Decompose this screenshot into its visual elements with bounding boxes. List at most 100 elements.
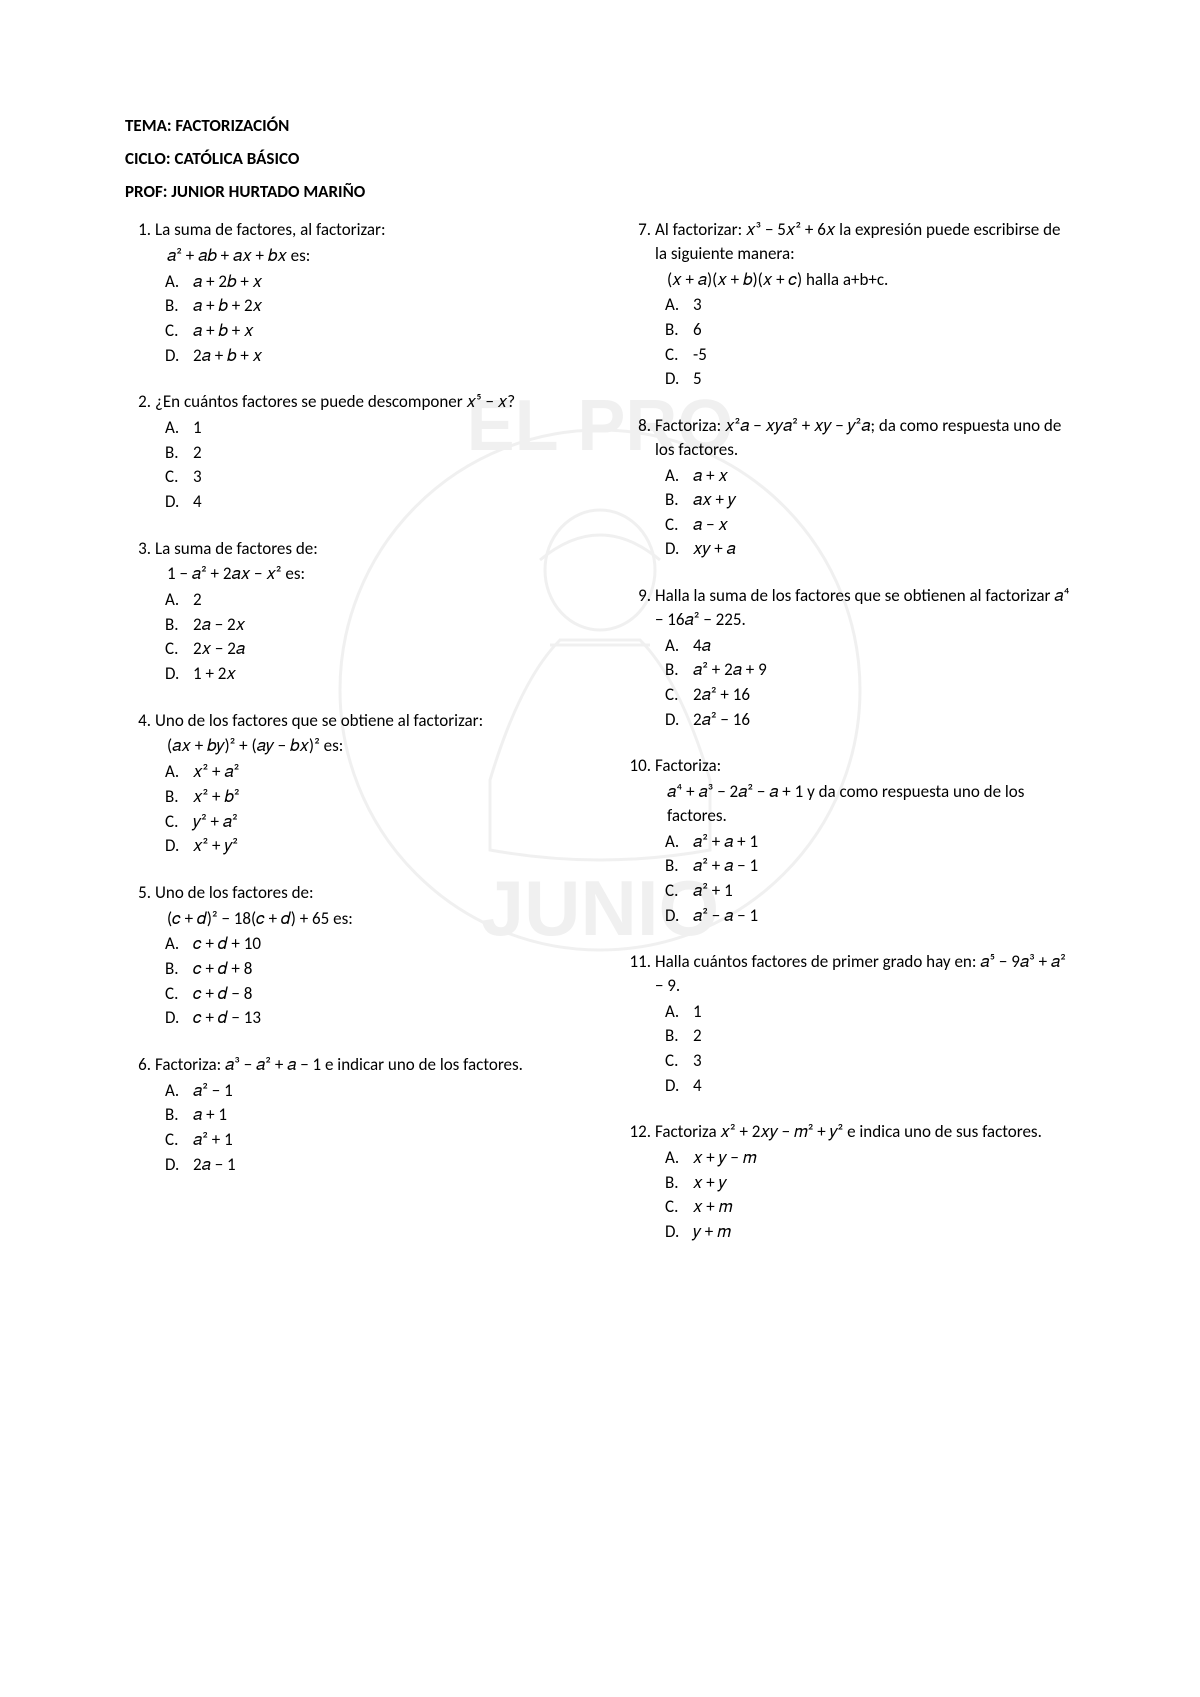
option-item: C.𝑥 + 𝑚: [665, 1195, 1075, 1220]
option-item: A.𝑎² + 𝑎 + 1: [665, 830, 1075, 855]
option-letter: B.: [665, 854, 679, 879]
option-item: A.1: [665, 1000, 1075, 1025]
question-stem: Factoriza:: [655, 754, 1075, 778]
option-letter: C.: [665, 1195, 678, 1220]
question-item: Factoriza 𝑥² + 2𝑥𝑦 − 𝑚² + 𝑦² e indica un…: [655, 1120, 1075, 1244]
option-text: 1 + 2𝑥: [193, 663, 236, 684]
option-letter: D.: [165, 344, 179, 369]
option-letter: A.: [165, 270, 179, 295]
options-list: A.1B.2C.3D.4: [155, 416, 575, 515]
option-letter: B.: [165, 613, 179, 638]
option-letter: C.: [665, 343, 678, 368]
option-item: B.𝑎𝑥 + 𝑦: [665, 488, 1075, 513]
option-item: C. 𝑐 + 𝑑 − 8: [165, 982, 575, 1007]
option-item: B.𝑎 + 1: [165, 1103, 575, 1128]
question-stem: Factoriza: 𝑥²𝑎 − 𝑥𝑦𝑎² + 𝑥𝑦 − 𝑦²𝑎; da com…: [655, 414, 1075, 462]
options-list: A.𝑎 + 2𝑏 + 𝑥B.𝑎 + 𝑏 + 2𝑥C.𝑎 + 𝑏 + 𝑥D.2𝑎 …: [155, 270, 575, 369]
option-text: 5: [693, 368, 702, 389]
option-text: 𝑎 − 𝑥: [693, 514, 728, 535]
option-item: A. 1: [165, 416, 575, 441]
question-item: Factoriza: 𝑎³ − 𝑎² + 𝑎 − 1 e indicar uno…: [155, 1053, 575, 1177]
option-text: 𝑥 + 𝑦: [693, 1172, 727, 1193]
option-item: B.𝑎² + 2𝑎 + 9: [665, 658, 1075, 683]
option-item: C.𝑦² + 𝑎²: [165, 810, 575, 835]
option-text: 𝑎² − 𝑎 − 1: [693, 905, 758, 926]
option-letter: C.: [665, 879, 678, 904]
option-letter: C.: [665, 1049, 678, 1074]
option-text: 𝑎 + 𝑏 + 𝑥: [193, 320, 254, 341]
option-letter: B.: [165, 294, 179, 319]
option-item: A.𝑎 + 𝑥: [665, 464, 1075, 489]
option-item: D. 𝑐 + 𝑑 − 13: [165, 1006, 575, 1031]
question-stem: Factoriza: 𝑎³ − 𝑎² + 𝑎 − 1 e indicar uno…: [155, 1053, 575, 1077]
question-item: La suma de factores de: 1 − 𝑎² + 2𝑎𝑥 − 𝑥…: [155, 537, 575, 687]
option-item: A.3: [665, 293, 1075, 318]
option-letter: A.: [165, 416, 179, 441]
option-item: C.2𝑎² + 16: [665, 683, 1075, 708]
option-text: 1: [693, 1001, 702, 1022]
question-stem-line2: (𝑥 + 𝑎)(𝑥 + 𝑏)(𝑥 + 𝑐) halla a+b+c.: [655, 268, 1075, 292]
option-text: 𝑐 + 𝑑 + 8: [193, 958, 252, 979]
option-letter: A.: [665, 464, 679, 489]
option-item: C.𝑎 + 𝑏 + 𝑥: [165, 319, 575, 344]
option-item: D.4: [665, 1074, 1075, 1099]
option-text: 𝑥² + 𝑦²: [193, 835, 238, 856]
option-text: 𝑎 + 1: [193, 1104, 227, 1125]
option-letter: D.: [665, 1074, 679, 1099]
option-letter: C.: [165, 982, 178, 1007]
option-text: 3: [693, 294, 702, 315]
option-text: 𝑎² − 1: [193, 1080, 233, 1101]
option-text: 𝑦 + 𝑚: [693, 1221, 731, 1242]
options-list: A.3B.6C.-5D.5: [655, 293, 1075, 392]
left-column: La suma de factores, al factorizar: 𝑎² +…: [125, 218, 575, 1267]
option-item: C.3: [165, 465, 575, 490]
right-column: Al factorizar: 𝑥³ − 5𝑥² + 6𝑥 la expresió…: [625, 218, 1075, 1267]
options-list: A.2B.2𝑎 − 2𝑥C.2𝑥 − 2𝑎D.1 + 2𝑥: [155, 588, 575, 687]
option-letter: B.: [665, 1024, 679, 1049]
ciclo-heading: CICLO: CATÓLICA BÁSICO: [125, 148, 1075, 169]
option-text: 4: [193, 491, 202, 512]
option-item: D.2𝑎 + 𝑏 + 𝑥: [165, 344, 575, 369]
question-stem: Halla la suma de los factores que se obt…: [655, 584, 1075, 632]
question-stem: Halla cuántos factores de primer grado h…: [655, 950, 1075, 998]
option-item: C.𝑎 − 𝑥: [665, 513, 1075, 538]
option-letter: B.: [665, 318, 679, 343]
option-text: 𝑎² + 𝑎 − 1: [693, 855, 758, 876]
option-letter: D.: [165, 662, 179, 687]
option-letter: A.: [165, 588, 179, 613]
option-text: 𝑐 + 𝑑 − 13: [193, 1007, 261, 1028]
option-text: 1: [193, 417, 202, 438]
option-letter: A.: [165, 932, 179, 957]
question-item: Uno de los factores que se obtiene al fa…: [155, 709, 575, 859]
option-letter: D.: [665, 1220, 679, 1245]
options-list: A.𝑥² + 𝑎²B.𝑥² + 𝑏²C.𝑦² + 𝑎²D.𝑥² + 𝑦²: [155, 760, 575, 859]
option-text: 𝑥𝑦 + 𝑎: [693, 538, 736, 559]
document-header: TEMA: FACTORIZACIÓN CICLO: CATÓLICA BÁSI…: [125, 115, 1075, 202]
question-stem: Uno de los factores que se obtiene al fa…: [155, 709, 575, 733]
option-letter: D.: [665, 708, 679, 733]
option-item: D. 𝑥𝑦 + 𝑎: [665, 537, 1075, 562]
option-letter: D.: [665, 537, 679, 562]
option-text: 2: [193, 442, 202, 463]
option-text: 2𝑎 − 2𝑥: [193, 614, 245, 635]
tema-heading: TEMA: FACTORIZACIÓN: [125, 115, 1075, 136]
option-text: 𝑐 + 𝑑 − 8: [193, 983, 252, 1004]
option-text: 𝑐 + 𝑑 + 10: [193, 933, 261, 954]
option-letter: C.: [165, 637, 178, 662]
option-item: D. 𝑎² − 𝑎 − 1: [665, 904, 1075, 929]
options-list: A.𝑐 + 𝑑 + 10B.𝑐 + 𝑑 + 8C.𝑐 + 𝑑 − 8D.𝑐 + …: [155, 932, 575, 1031]
option-letter: D.: [165, 490, 179, 515]
option-item: B.2: [665, 1024, 1075, 1049]
options-list: A.1B.2C.3D.4: [655, 1000, 1075, 1099]
option-letter: D.: [665, 367, 679, 392]
option-item: B.𝑎 + 𝑏 + 2𝑥: [165, 294, 575, 319]
options-list: A.𝑥 + 𝑦 − 𝑚B.𝑥 + 𝑦C.𝑥 + 𝑚D.𝑦 + 𝑚: [655, 1146, 1075, 1245]
option-letter: C.: [165, 810, 178, 835]
option-text: 4𝑎: [693, 635, 711, 656]
question-stem-line2: 1 − 𝑎² + 2𝑎𝑥 − 𝑥² es:: [155, 562, 575, 586]
question-stem: ¿En cuántos factores se puede descompone…: [155, 390, 575, 414]
option-letter: A.: [165, 1079, 179, 1104]
option-item: D.𝑥² + 𝑦²: [165, 834, 575, 859]
option-letter: D.: [165, 1006, 179, 1031]
option-letter: D.: [665, 904, 679, 929]
